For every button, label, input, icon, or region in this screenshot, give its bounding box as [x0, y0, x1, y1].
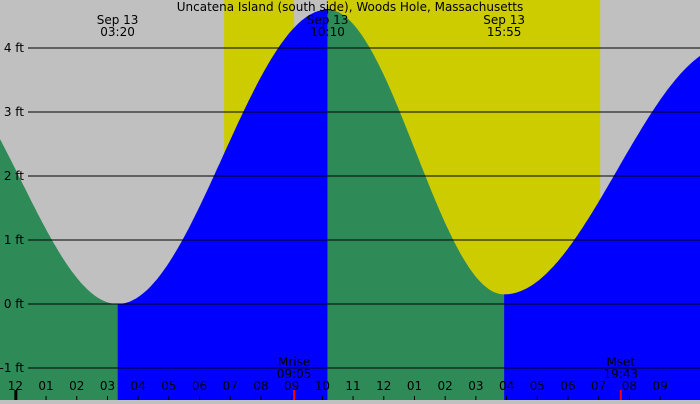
y-tick-label: 4 ft	[4, 41, 24, 55]
label-layer: Uncatena Island (south side), Woods Hole…	[0, 0, 668, 393]
hour-tick-label: 01	[407, 379, 422, 393]
hour-tick-label: 07	[223, 379, 238, 393]
chart-title: Uncatena Island (south side), Woods Hole…	[177, 0, 524, 14]
y-tick-label: 2 ft	[4, 169, 24, 183]
gridline-layer	[14, 5, 700, 400]
hour-tick-label: 06	[560, 379, 575, 393]
y-tick-label: -1 ft	[0, 361, 24, 375]
event-date-label: Sep 13	[97, 13, 139, 27]
hour-tick-label: 02	[69, 379, 84, 393]
hour-tick-label: 12	[376, 379, 391, 393]
midnight-tick-mark	[14, 390, 18, 400]
falling-tide-area-1	[0, 139, 118, 400]
hour-tick-label: 03	[468, 379, 483, 393]
rising-tide-area-2	[117, 9, 328, 400]
rising-tide-area-4	[504, 55, 700, 401]
hour-tick-label: 05	[161, 379, 176, 393]
hour-tick-label: 11	[345, 379, 360, 393]
falling-tide-area-3	[327, 9, 505, 400]
hour-tick-label: 09	[652, 379, 667, 393]
hour-tick-label: 12	[8, 379, 23, 393]
event-date-label: Sep 13	[483, 13, 525, 27]
hour-tick-label: 04	[499, 379, 514, 393]
y-tick-label: 1 ft	[4, 233, 24, 247]
moon-event-marker	[293, 390, 296, 400]
hour-tick-label: 06	[192, 379, 207, 393]
event-time-label: 15:55	[487, 25, 522, 39]
hour-tick-label: 10	[315, 379, 330, 393]
hour-tick-label: 09	[284, 379, 299, 393]
hour-tick-label: 08	[253, 379, 268, 393]
event-time-label: 03:20	[100, 25, 135, 39]
y-tick-label: 0 ft	[4, 297, 24, 311]
y-tick-label: 3 ft	[4, 105, 24, 119]
moon-event-label: Mrise	[278, 355, 310, 369]
moon-event-time: 09:05	[277, 367, 312, 381]
hour-tick-label: 07	[591, 379, 606, 393]
moon-event-label: Mset	[606, 355, 635, 369]
tide-area-layer	[0, 9, 700, 401]
hour-tick-label: 01	[38, 379, 53, 393]
event-date-label: Sep 13	[307, 13, 349, 27]
hour-tick-label: 05	[530, 379, 545, 393]
moon-event-time: 19:43	[603, 367, 638, 381]
moon-event-marker	[619, 390, 622, 400]
hour-tick-label: 08	[622, 379, 637, 393]
hour-tick-label: 02	[438, 379, 453, 393]
event-time-label: 10:10	[310, 25, 345, 39]
hour-tick-label: 04	[131, 379, 146, 393]
hour-tick-label: 03	[100, 379, 115, 393]
